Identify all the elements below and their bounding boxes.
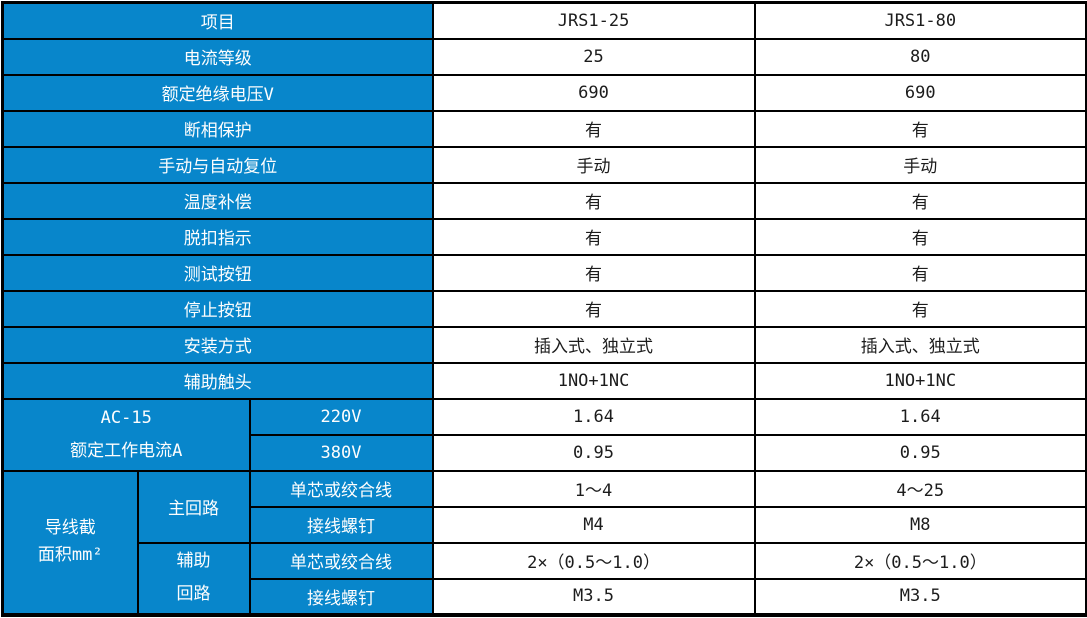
aux-circuit-label-cell: 辅助 回路 [136,541,251,616]
ac15-group-label-cell: AC-15 额定工作电流A [1,397,251,472]
header-model-cell-jrs1-25: JRS1-25 [431,1,756,40]
ac15-label-line1: AC-15 [100,407,152,428]
sub-label-cell-wire-type: 单芯或绞合线 [248,541,434,580]
row-label-cell: 电流等级 [1,37,434,76]
sub-label-cell-380v: 380V [248,433,434,472]
spec-row-mounting-type: 安装方式 插入式、独立式 插入式、独立式 [1,325,1087,364]
conductor-group-label-cell: 导线截 面积mm² [1,469,139,616]
value-cell: 0.95 [431,433,756,472]
value-cell: 有 [753,181,1087,220]
row-label-cell: 手动与自动复位 [1,145,434,184]
spec-row-test-button: 测试按钮 有 有 [1,253,1087,292]
header-model-cell-jrs1-80: JRS1-80 [753,1,1087,40]
sub-label-cell-wire-type: 单芯或绞合线 [248,469,434,508]
row-label-cell: 温度补偿 [1,181,434,220]
value-cell: 手动 [431,145,756,184]
value-cell: 1.64 [431,397,756,436]
value-cell: 690 [431,73,756,112]
value-cell: 手动 [753,145,1087,184]
conductor-label-line1: 导线截 [44,518,96,538]
row-label-cell: 脱扣指示 [1,217,434,256]
spec-row-main-circuit-wire: 导线截 面积mm² 主回路 单芯或绞合线 1～4 4～25 [1,469,1087,616]
spec-row-insulation-voltage: 额定绝缘电压V 690 690 [1,73,1087,112]
value-cell: 4～25 [753,469,1087,508]
sub-label-cell-terminal-screw: 接线螺钉 [248,505,434,544]
sub-label-cell-terminal-screw: 接线螺钉 [248,577,434,616]
value-cell: 有 [753,109,1087,148]
value-cell: 有 [431,109,756,148]
value-cell: 有 [753,253,1087,292]
spec-row-current-class: 电流等级 25 80 [1,37,1087,76]
value-cell: M3.5 [431,577,756,616]
spec-row-trip-indication: 脱扣指示 有 有 [1,217,1087,256]
value-cell: M3.5 [753,577,1087,616]
value-cell: 有 [431,181,756,220]
row-label-cell: 额定绝缘电压V [1,73,434,112]
value-cell: 插入式、独立式 [431,325,756,364]
value-cell: 2×（0.5～1.0） [431,541,756,580]
row-label-cell: 辅助触头 [1,361,434,400]
aux-label-line1: 辅助 [176,551,211,571]
aux-label-line2: 回路 [176,584,211,604]
value-cell: 1.64 [753,397,1087,436]
value-cell: 2×（0.5～1.0） [753,541,1087,580]
value-cell: M4 [431,505,756,544]
value-cell: 插入式、独立式 [753,325,1087,364]
value-cell: 有 [431,217,756,256]
sub-label-cell-220v: 220V [248,397,434,436]
value-cell: 1NO+1NC [753,361,1087,400]
spec-row-manual-auto-reset: 手动与自动复位 手动 手动 [1,145,1087,184]
value-cell: 0.95 [753,433,1087,472]
value-cell: 1NO+1NC [431,361,756,400]
value-cell: 有 [753,217,1087,256]
value-cell: 有 [431,289,756,328]
value-cell: 80 [753,37,1087,76]
ac15-label-line2: 额定工作电流A [70,440,183,461]
value-cell: M8 [753,505,1087,544]
value-cell: 有 [431,253,756,292]
row-label-cell: 安装方式 [1,325,434,364]
spec-row-auxiliary-contacts: 辅助触头 1NO+1NC 1NO+1NC [1,361,1087,400]
spec-row-ac15-220v: AC-15 额定工作电流A 220V 1.64 1.64 [1,397,1087,472]
row-label-cell-item: 项目 [1,1,434,40]
spec-row-temperature-compensation: 温度补偿 有 有 [1,181,1087,220]
spec-row-main-circuit-screw: 接线螺钉 M4 M8 [3,505,1087,544]
value-cell: 1～4 [431,469,756,508]
value-cell: 有 [753,289,1087,328]
row-label-cell: 断相保护 [1,109,434,148]
spec-row-header: 项目 JRS1-25 JRS1-80 [1,1,1087,40]
row-label-cell: 测试按钮 [1,253,434,292]
spec-row-ac15-380v: 380V 0.95 0.95 [3,433,1087,472]
spec-row-stop-button: 停止按钮 有 有 [1,289,1087,328]
spec-row-phase-failure-protection: 断相保护 有 有 [1,109,1087,148]
value-cell: 690 [753,73,1087,112]
spec-row-aux-circuit-wire: 辅助 回路 单芯或绞合线 2×（0.5～1.0） 2×（0.5～1.0） [3,541,1087,616]
row-label-cell: 停止按钮 [1,289,434,328]
spec-row-aux-circuit-screw: 接线螺钉 M3.5 M3.5 [3,577,1087,616]
conductor-label-line2: 面积mm² [37,545,103,565]
value-cell: 25 [431,37,756,76]
main-circuit-label-cell: 主回路 [136,469,251,544]
